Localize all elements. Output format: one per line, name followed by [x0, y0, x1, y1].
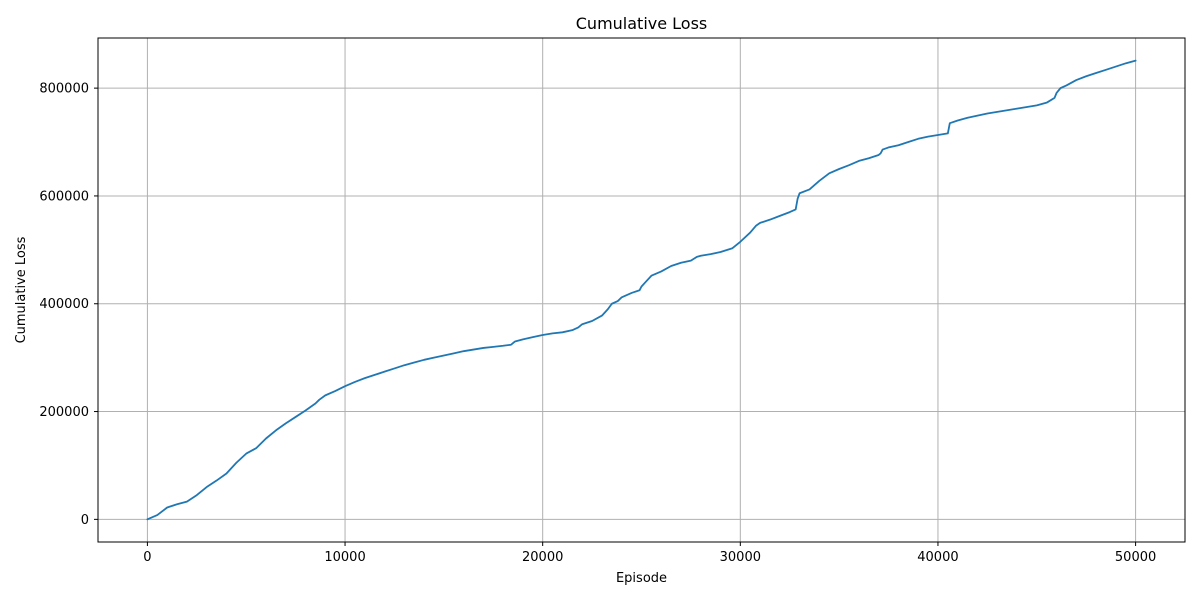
x-tick-label: 50000	[1115, 550, 1156, 565]
x-tick-label: 0	[143, 550, 151, 565]
plot-background	[98, 38, 1185, 542]
y-axis-label: Cumulative Loss	[14, 236, 29, 343]
grid-layer	[98, 38, 1185, 542]
y-tick-label: 800000	[39, 82, 89, 97]
y-tick-label: 0	[81, 513, 89, 528]
line-layer	[146, 59, 1137, 521]
y-tick-label: 600000	[39, 189, 89, 204]
x-tick-label: 20000	[522, 550, 563, 565]
y-tick-label: 200000	[39, 405, 89, 420]
x-tick-label: 40000	[917, 550, 958, 565]
plot-frame	[97, 37, 1186, 543]
x-tick-label: 30000	[720, 550, 761, 565]
tick-layer: 0 10000 20000 30000 40000 50000 0 200000 400000 6…	[39, 82, 1156, 565]
series-line	[146, 59, 1137, 521]
x-tick-label: 10000	[324, 550, 365, 565]
chart-title: Cumulative Loss	[576, 14, 708, 33]
x-axis-label: Episode	[616, 571, 667, 586]
y-tick-label: 400000	[39, 297, 89, 312]
